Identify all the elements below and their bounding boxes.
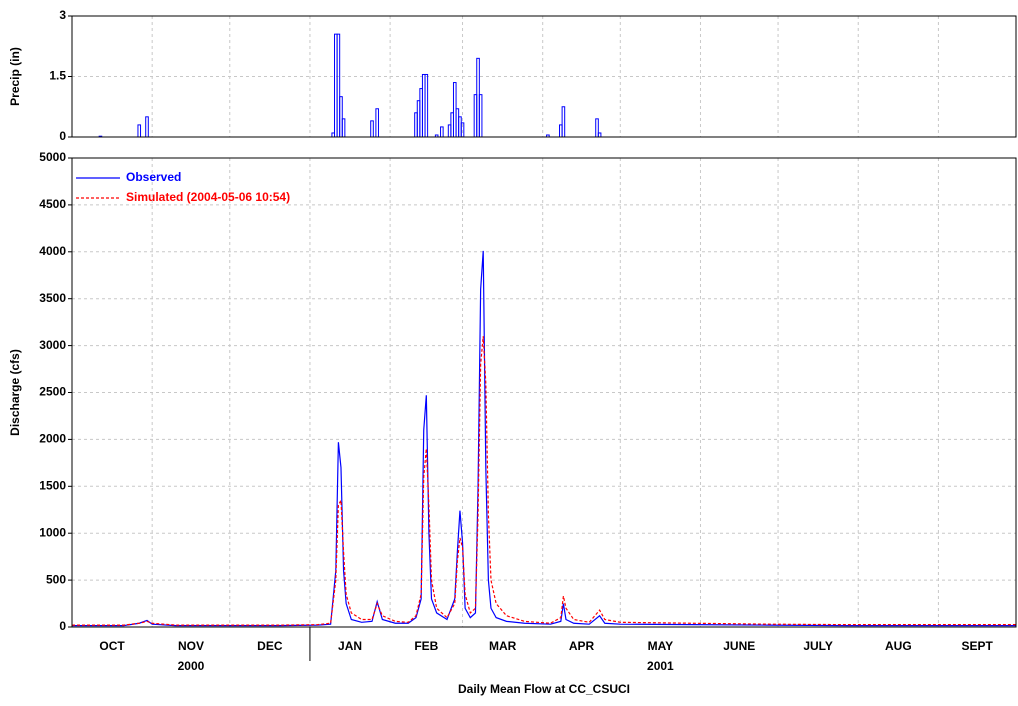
y-tick-label: 0 [59,129,66,143]
y-tick-label: 1500 [39,478,66,492]
y-tick-label: 4000 [39,244,66,258]
y-tick-label: 3000 [39,338,66,352]
y-tick-label: 500 [46,572,66,586]
x-tick-label: JULY [803,639,833,653]
y-tick-label: 3500 [39,291,66,305]
y-axis-label: Precip (in) [8,47,22,106]
x-tick-label: JUNE [723,639,755,653]
x-tick-label: MAY [648,639,674,653]
y-tick-label: 3 [59,8,66,22]
y-tick-label: 1000 [39,525,66,539]
x-tick-label: AUG [885,639,912,653]
legend-label: Observed [126,170,181,184]
plot-frame [71,15,1017,138]
x-tick-label: SEPT [962,639,994,653]
x-tick-label: NOV [178,639,204,653]
x-tick-label: JAN [338,639,362,653]
legend-label: Simulated (2004-05-06 10:54) [126,190,290,204]
year-label: 2000 [178,659,205,673]
y-tick-label: 2500 [39,385,66,399]
series-line [72,336,1016,626]
plot-frame [71,157,1017,628]
y-tick-label: 4500 [39,197,66,211]
x-tick-label: APR [569,639,595,653]
series-line [72,250,1016,627]
x-tick-label: MAR [489,639,517,653]
year-label: 2001 [647,659,674,673]
y-tick-label: 1.5 [49,69,66,83]
chart-title: Daily Mean Flow at CC_CSUCI [458,682,630,696]
x-tick-label: DEC [257,639,283,653]
x-tick-label: OCT [99,639,125,653]
y-tick-label: 0 [59,619,66,633]
y-tick-label: 5000 [39,150,66,164]
y-tick-label: 2000 [39,432,66,446]
y-axis-label: Discharge (cfs) [8,349,22,436]
x-tick-label: FEB [414,639,438,653]
